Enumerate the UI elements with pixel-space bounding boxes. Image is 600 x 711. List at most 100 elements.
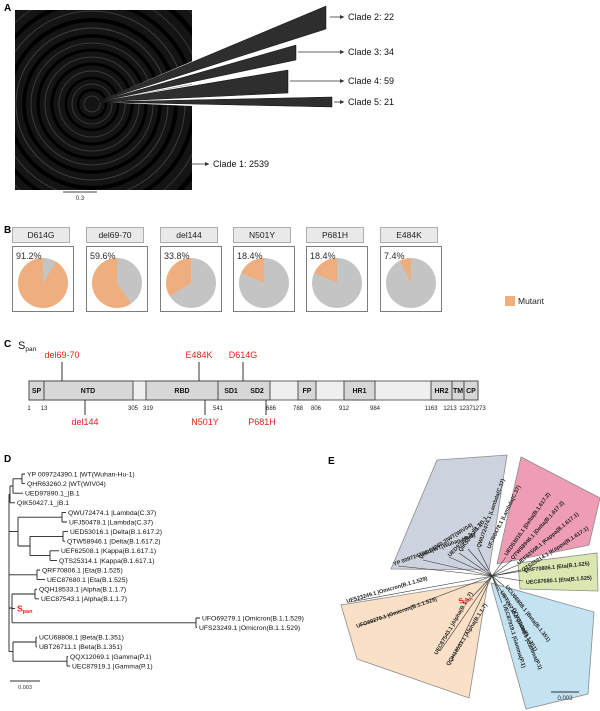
panel-b-letter: B: [4, 225, 12, 236]
panel-e-letter: E: [328, 456, 335, 467]
clade-5-wedge: [96, 96, 333, 108]
span-leaf-label: Span: [17, 604, 33, 616]
clade-3-label: Clade 3: 34: [348, 47, 394, 57]
pie-circle: [18, 258, 68, 308]
domain-hr1-label: HR1: [352, 388, 366, 395]
svg-text:541: 541: [213, 406, 224, 412]
pie-title: P681H: [306, 227, 364, 243]
clade-wedges: [96, 5, 333, 108]
svg-text:305: 305: [128, 406, 139, 412]
panel-c-letter: C: [4, 339, 11, 350]
pie-percentage: 33.8%: [164, 251, 190, 261]
tree-leaf-label: UFO69279.1 |Omicron(B.1.1.529): [202, 615, 304, 622]
mutation-n501y: N501Y: [191, 417, 219, 427]
svg-text:319: 319: [143, 406, 154, 412]
domain-rbd-label: RBD: [174, 388, 189, 395]
domain-tm-label: TM: [453, 388, 463, 395]
tree-leaf-label: QQX12069.1 |Gamma(P.1): [70, 654, 151, 661]
domain-cp: [463, 380, 479, 401]
pie-circle: [239, 258, 289, 308]
domain-cp-label: CP: [466, 388, 476, 395]
phylogram-leaves: YP 009724390.1 |WT(Wuhan-Hu-1) QHR63260.…: [17, 471, 304, 670]
pie-title: del144: [160, 227, 218, 243]
pie-percentage: 7.4%: [384, 251, 405, 261]
clade-3-wedge: [96, 44, 297, 103]
tree-leaf-label: UED53016.1 |Delta(B.1.617.2): [70, 529, 162, 536]
circular-tree-image: [15, 2, 336, 190]
svg-text:1163: 1163: [425, 406, 439, 412]
domain-fp: [297, 380, 317, 401]
pie-title: E484K: [380, 227, 438, 243]
legend-swatch: [505, 296, 515, 306]
radial-tree-branches: [349, 547, 524, 663]
domain-hr1: [343, 380, 376, 401]
mutation-d614g: D614G: [229, 350, 258, 360]
pie-percentage: 18.4%: [310, 251, 336, 261]
domain-sd2-label: SD2: [250, 388, 264, 395]
cluster-delta-kappa: [496, 456, 600, 565]
pie-title: D614G: [12, 227, 70, 243]
pie-circle: [312, 258, 362, 308]
span-protein-label: Span: [18, 340, 37, 353]
pie-legend: Mutant: [505, 296, 544, 306]
tree-leaf-label: YP 009724390.1 |WT(Wuhan-Hu-1): [27, 471, 135, 478]
domain-sd1-sd2: [217, 380, 271, 401]
tree-leaf-label: QRF70806.1 |Eta(B.1.525): [42, 567, 123, 574]
tree-leaf-label: QQH18533.1 |Alpha(B.1.1.7): [39, 587, 126, 594]
tree-leaf-label: UBT26711.1 |Beta(B.1.351): [39, 644, 122, 651]
span-protein-sub: pan: [25, 346, 36, 353]
tree-leaf-label: UCU68808.1 |Beta(B.1.351): [39, 635, 124, 642]
pie-title: N501Y: [233, 227, 291, 243]
panel-e-scale-label: 0.003: [557, 696, 573, 702]
tree-leaf-label: QWU72474.1 |Lambda(C.37): [68, 510, 156, 517]
pie-chart: 18.4%: [306, 246, 368, 312]
span-leaf-s: S: [17, 604, 23, 614]
clade-arrows: [190, 16, 340, 165]
pie-circle: [166, 258, 216, 308]
clade-4-label: Clade 4: 59: [348, 76, 394, 86]
clade-1-label: Clade 1: 2539: [213, 159, 269, 169]
rect-phylogram-branches: [8, 473, 200, 667]
clade-2-wedge: [96, 5, 327, 103]
tree-leaf-label: UEF62508.1 |Kappa(B.1.617.1): [61, 548, 156, 555]
pie-chart: 59.6%: [86, 246, 148, 312]
pie-chart: 7.4%: [380, 246, 442, 312]
svg-text:806: 806: [311, 406, 322, 412]
clade-2-label: Clade 2: 22: [348, 12, 394, 22]
tree-leaf-label: UEC87680.1 |Eta(B.1.525): [47, 577, 128, 584]
svg-text:686: 686: [266, 406, 277, 412]
tree-leaf-label: UED97890.1_|B.1: [25, 491, 80, 498]
panel-d-scale-label: 0.003: [18, 685, 32, 691]
svg-text:984: 984: [370, 406, 381, 412]
svg-text:1213: 1213: [443, 406, 457, 412]
spike-domain-bar: SP NTD RBD SD1 SD2 FP HR1 HR2 TM CP 1 13…: [27, 350, 486, 427]
pie-percentage: 91.2%: [16, 251, 42, 261]
pie-percentage: 59.6%: [90, 251, 116, 261]
domain-hr2-label: HR2: [434, 388, 448, 395]
panel-b: B D614G 91.2% del69-70 59.6% del144 33.8…: [0, 225, 600, 335]
tree-leaf-label: UFS23249.1 |Omicron(B.1.1.529): [199, 625, 300, 632]
domain-sd1-label: SD1: [224, 388, 238, 395]
legend-label: Mutant: [518, 296, 544, 306]
pie-circle: [386, 258, 436, 308]
tree-leaf-label: QHR63260.2 |WT(WIV04): [27, 481, 106, 488]
tree-leaf-label: QTS25314.1 |Kappa(B.1.617.1): [59, 558, 154, 565]
mutation-e484k: E484K: [185, 350, 212, 360]
svg-text:912: 912: [339, 406, 350, 412]
panel-a-scale-label: 0.3: [76, 196, 85, 202]
svg-text:13: 13: [41, 406, 48, 412]
span-leaf-sub: pan: [23, 609, 33, 615]
mutation-del144: del144: [71, 417, 98, 427]
svg-text:1273: 1273: [472, 406, 486, 412]
mutation-p681h: P681H: [248, 417, 276, 427]
span-radial-sub: pan: [464, 597, 474, 605]
clade-arrowheads: [205, 15, 345, 166]
span-radial-s: S: [457, 596, 465, 606]
domain-sp-label: SP: [32, 388, 42, 395]
pie-circle: [92, 258, 142, 308]
radial-leaf-label: UEC87680.1 |Eta(B.1.525): [526, 575, 592, 586]
panel-d-letter: D: [4, 454, 11, 465]
residue-ticks: 1 13 305 319 541 686 788 806 912 984 116…: [27, 406, 486, 412]
